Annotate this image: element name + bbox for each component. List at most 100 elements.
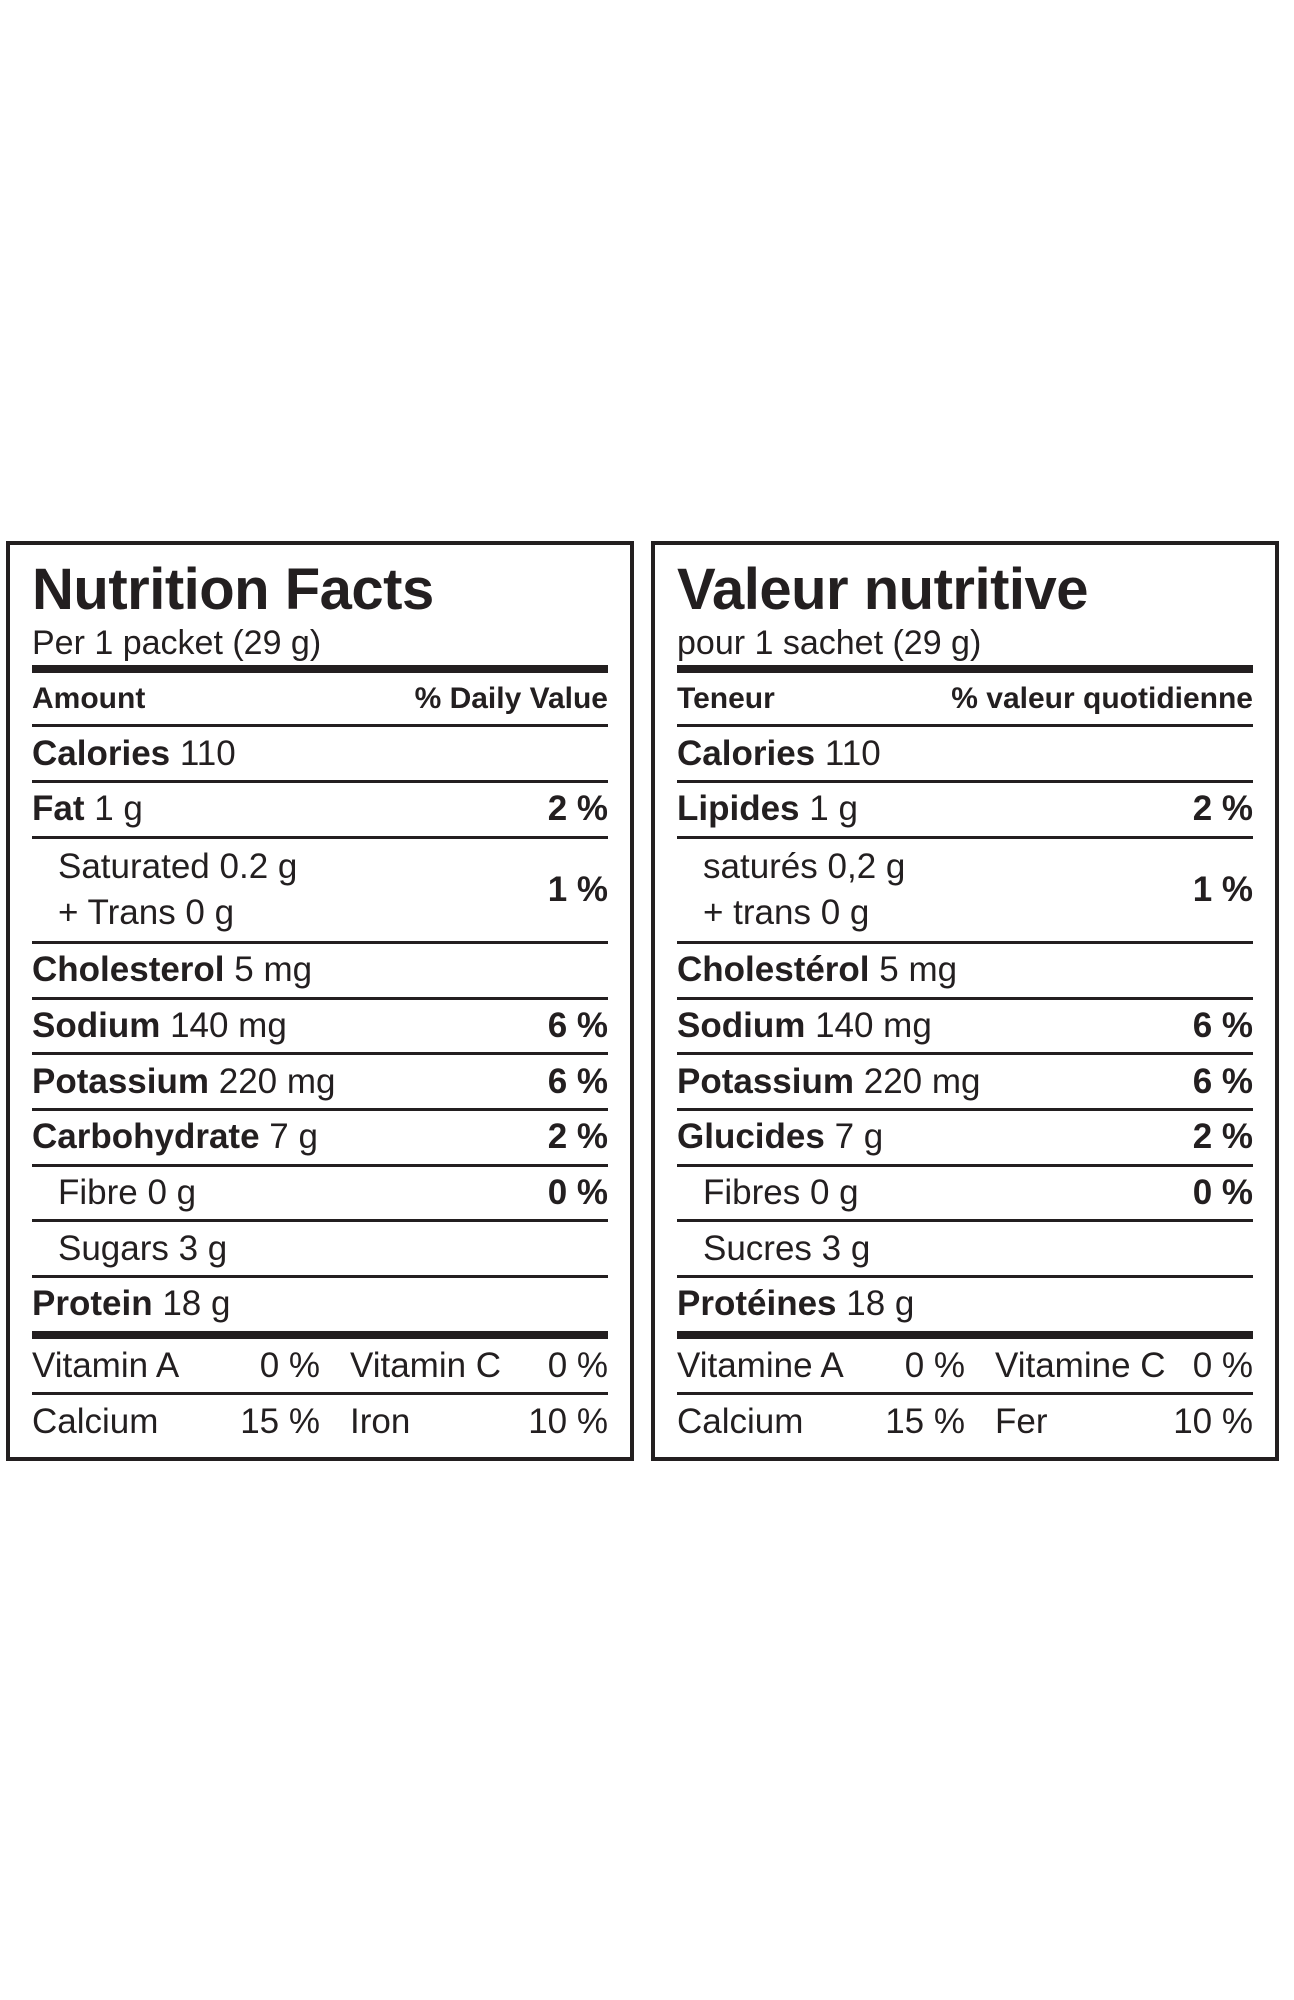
nutrient-name: Protéines <box>677 1284 837 1324</box>
serving-size: pour 1 sachet (29 g) <box>677 624 982 662</box>
rule <box>32 1163 608 1167</box>
vitamin-percent: 0 % <box>259 1345 320 1385</box>
nutrient-amount: 220 mg <box>863 1061 981 1101</box>
daily-value-header: % Daily Value <box>414 681 608 715</box>
nutrient-amount: 220 mg <box>218 1061 336 1101</box>
nutrient: Calories 110 <box>677 734 881 774</box>
nutrient-item: Saturated 0.2 g <box>58 846 298 886</box>
vitamin-row: Vitamine A 0 % Vitamine C 0 % <box>677 1339 1253 1393</box>
rule <box>32 1108 608 1112</box>
nutrient: Sodium 140 mg <box>32 1006 287 1046</box>
nutrient-amount: 5 mg <box>234 950 313 990</box>
rule <box>32 1052 608 1056</box>
nutrient-amount: 18 g <box>162 1284 231 1324</box>
rule <box>32 1392 608 1396</box>
nutrient: Saturated 0.2 g + Trans 0 g <box>32 844 297 936</box>
nutrient: Potassium 220 mg <box>32 1062 335 1102</box>
vitamin-name: Fer <box>995 1402 1048 1442</box>
nutrient-row: Saturated 0.2 g + Trans 0 g 1 % <box>32 839 608 941</box>
rule <box>677 1052 1253 1056</box>
vitamin-row: Calcium 15 % Iron 10 % <box>32 1395 608 1449</box>
amount-header: Teneur <box>677 681 775 715</box>
vitamin-name: Vitamin C <box>350 1345 502 1385</box>
rule <box>677 1219 1253 1223</box>
nutrient-row: Protéines 18 g <box>677 1278 1253 1331</box>
vitamin-name: Vitamine C <box>995 1345 1166 1385</box>
nutrient-item: Fibres 0 g <box>703 1173 859 1213</box>
vitamin-name: Calcium <box>677 1402 804 1442</box>
nutrient-amount: 140 mg <box>815 1006 932 1046</box>
panel-title: Nutrition Facts <box>32 557 434 622</box>
nutrient: Cholestérol 5 mg <box>677 950 957 990</box>
nutrient-row: Cholesterol 5 mg <box>32 944 608 997</box>
nutrient: saturés 0,2 g + trans 0 g <box>677 844 905 936</box>
nutrient-name: Carbohydrate <box>32 1117 260 1157</box>
nutrient-row: Sucres 3 g <box>677 1222 1253 1275</box>
nutrient-amount: 7 g <box>269 1117 318 1157</box>
nutrient-name: Sodium <box>677 1006 806 1046</box>
thick-rule <box>677 1330 1253 1339</box>
nutrient-row: Glucides 7 g 2 % <box>677 1111 1253 1164</box>
rule <box>32 835 608 839</box>
rule <box>677 780 1253 784</box>
rule <box>32 780 608 784</box>
nutrient-name: Sodium <box>32 1006 161 1046</box>
header-row: Amount % Daily Value <box>32 673 608 725</box>
nutrient-row: Sugars 3 g <box>32 1222 608 1275</box>
vitamin-percent: 0 % <box>904 1345 965 1385</box>
nutrient-name: Potassium <box>677 1061 854 1101</box>
nutrient-row: Lipides 1 g 2 % <box>677 783 1253 836</box>
nutrient-row: Calories 110 <box>677 727 1253 780</box>
daily-value: 2 % <box>1192 1117 1253 1157</box>
nutrient: Cholesterol 5 mg <box>32 950 312 990</box>
panel-title: Valeur nutritive <box>677 557 1089 622</box>
rule <box>677 1108 1253 1112</box>
rule <box>677 996 1253 1000</box>
daily-value: 2 % <box>547 1117 608 1157</box>
daily-value: 0 % <box>547 1173 608 1213</box>
daily-value: 2 % <box>547 789 608 829</box>
vitamin-percent: 10 % <box>528 1402 608 1442</box>
nutrient-row: Sodium 140 mg 6 % <box>32 1000 608 1053</box>
rule <box>32 996 608 1000</box>
nutrient-row: Fibres 0 g 0 % <box>677 1167 1253 1220</box>
panel-body: Valeur nutritive pour 1 sachet (29 g) Tene… <box>677 555 1253 1449</box>
nutrient: Fibres 0 g <box>677 1170 859 1216</box>
nutrient-row: Fat 1 g 2 % <box>32 783 608 836</box>
nutrient: Sodium 140 mg <box>677 1006 932 1046</box>
nutrient-name: Calories <box>32 733 171 773</box>
nutrient-amount: 18 g <box>846 1284 915 1324</box>
nutrient-row: Calories 110 <box>32 727 608 780</box>
thick-rule <box>32 664 608 673</box>
nutrient: Protéines 18 g <box>677 1284 914 1324</box>
daily-value: 6 % <box>547 1006 608 1046</box>
nutrient: Glucides 7 g <box>677 1117 883 1157</box>
nutrient: Fat 1 g <box>32 789 143 829</box>
rule <box>677 1163 1253 1167</box>
nutrient-item: saturés 0,2 g <box>703 846 906 886</box>
serving-size: Per 1 packet (29 g) <box>32 624 322 662</box>
daily-value: 1 % <box>547 869 608 909</box>
rule <box>677 1275 1253 1279</box>
nutrient-amount: 1 g <box>94 789 143 829</box>
daily-value: 6 % <box>1192 1061 1253 1101</box>
nutrient-amount: 5 mg <box>879 950 958 990</box>
nutrient-row: Sodium 140 mg 6 % <box>677 1000 1253 1053</box>
rule <box>32 941 608 945</box>
nutrient-item: Sugars 3 g <box>58 1228 228 1268</box>
vitamin-name: Vitamine A <box>677 1345 844 1385</box>
nutrient-row: Carbohydrate 7 g 2 % <box>32 1111 608 1164</box>
vitamin-percent: 15 % <box>885 1402 965 1442</box>
nutrient-name: Protein <box>32 1284 153 1324</box>
rule <box>677 1392 1253 1396</box>
daily-value: 6 % <box>1192 1006 1253 1046</box>
vitamin-row: Calcium 15 % Fer 10 % <box>677 1395 1253 1449</box>
nutrient-item: Sucres 3 g <box>703 1228 871 1268</box>
nutrient: Sucres 3 g <box>677 1226 870 1272</box>
nutrient: Sugars 3 g <box>32 1226 227 1272</box>
rule <box>32 1219 608 1223</box>
nutrition-panel: Nutrition Facts Per 1 packet (29 g) Amount… <box>6 541 634 1461</box>
vitamin-row: Vitamin A 0 % Vitamin C 0 % <box>32 1339 608 1393</box>
nutrient-name: Glucides <box>677 1117 825 1157</box>
